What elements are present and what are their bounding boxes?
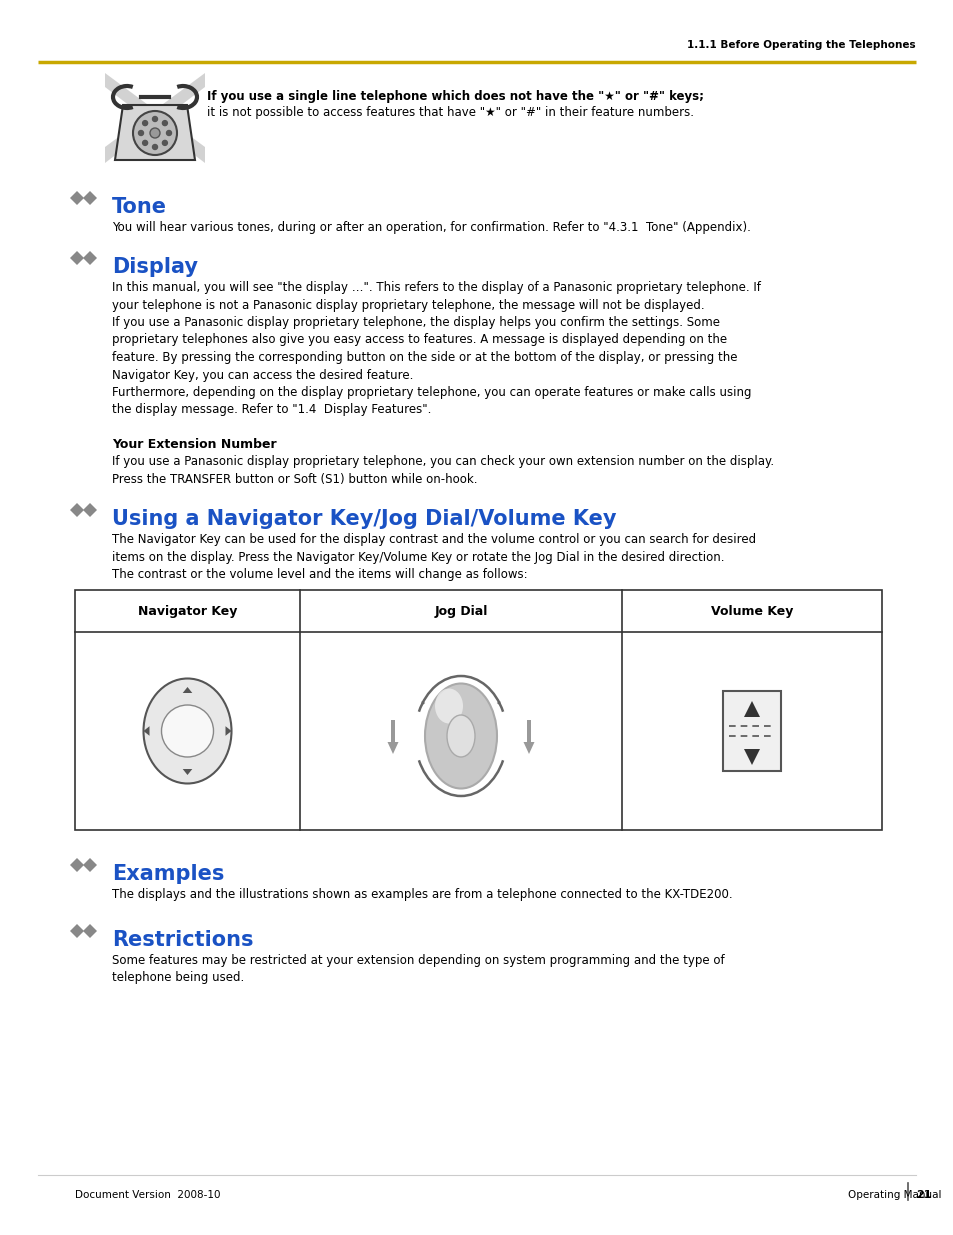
Text: The displays and the illustrations shown as examples are from a telephone connec: The displays and the illustrations shown… — [112, 888, 732, 902]
Text: Volume Key: Volume Key — [710, 604, 792, 618]
Circle shape — [152, 144, 157, 149]
Text: You will hear various tones, during or after an operation, for confirmation. Ref: You will hear various tones, during or a… — [112, 221, 750, 233]
Polygon shape — [523, 742, 534, 755]
Circle shape — [138, 131, 143, 136]
Text: Tone: Tone — [112, 198, 167, 217]
Polygon shape — [70, 924, 84, 939]
Circle shape — [162, 141, 167, 146]
Polygon shape — [526, 720, 531, 742]
Polygon shape — [105, 73, 205, 163]
Polygon shape — [387, 742, 398, 755]
Polygon shape — [497, 701, 500, 706]
Text: Restrictions: Restrictions — [112, 930, 253, 950]
Polygon shape — [105, 73, 205, 163]
Polygon shape — [83, 191, 97, 205]
Polygon shape — [83, 858, 97, 872]
Ellipse shape — [447, 715, 475, 757]
Polygon shape — [225, 726, 232, 736]
Polygon shape — [183, 769, 193, 776]
Polygon shape — [143, 726, 150, 736]
Text: If you use a single line telephone which does not have the "★" or "#" keys;: If you use a single line telephone which… — [207, 90, 703, 103]
Polygon shape — [70, 251, 84, 266]
Polygon shape — [743, 748, 760, 764]
Polygon shape — [115, 105, 194, 161]
Bar — [722, 692, 781, 771]
Text: The Navigator Key can be used for the display contrast and the volume control or: The Navigator Key can be used for the di… — [112, 534, 756, 580]
Text: Some features may be restricted at your extension depending on system programmin: Some features may be restricted at your … — [112, 953, 724, 984]
Polygon shape — [83, 924, 97, 939]
Circle shape — [161, 705, 213, 757]
Text: Examples: Examples — [112, 864, 224, 884]
Text: Document Version  2008-10: Document Version 2008-10 — [75, 1191, 220, 1200]
Circle shape — [142, 141, 148, 146]
Text: Navigator Key: Navigator Key — [137, 604, 237, 618]
Polygon shape — [183, 687, 193, 693]
Text: it is not possible to access features that have "★" or "#" in their feature numb: it is not possible to access features th… — [207, 106, 693, 119]
Ellipse shape — [424, 683, 497, 788]
Circle shape — [142, 121, 148, 126]
Text: 1.1.1 Before Operating the Telephones: 1.1.1 Before Operating the Telephones — [687, 40, 915, 49]
Polygon shape — [743, 701, 760, 718]
Text: Using a Navigator Key/Jog Dial/Volume Key: Using a Navigator Key/Jog Dial/Volume Ke… — [112, 509, 616, 529]
Text: Your Extension Number: Your Extension Number — [112, 438, 276, 451]
Polygon shape — [83, 251, 97, 266]
Polygon shape — [70, 858, 84, 872]
Text: In this manual, you will see "the display …". This refers to the display of a Pa: In this manual, you will see "the displa… — [112, 282, 760, 416]
Text: Operating Manual: Operating Manual — [847, 1191, 941, 1200]
Text: Display: Display — [112, 257, 198, 277]
Polygon shape — [391, 720, 395, 742]
Circle shape — [150, 128, 160, 138]
Ellipse shape — [435, 688, 462, 724]
Circle shape — [152, 116, 157, 121]
Circle shape — [167, 131, 172, 136]
Polygon shape — [420, 701, 425, 706]
Bar — [75, 590, 882, 830]
Polygon shape — [70, 503, 84, 517]
Text: Jog Dial: Jog Dial — [434, 604, 487, 618]
Polygon shape — [83, 503, 97, 517]
Text: If you use a Panasonic display proprietary telephone, you can check your own ext: If you use a Panasonic display proprieta… — [112, 454, 773, 485]
Circle shape — [132, 111, 177, 156]
Text: 21: 21 — [915, 1191, 930, 1200]
Circle shape — [162, 121, 167, 126]
Polygon shape — [70, 191, 84, 205]
Ellipse shape — [143, 678, 232, 783]
